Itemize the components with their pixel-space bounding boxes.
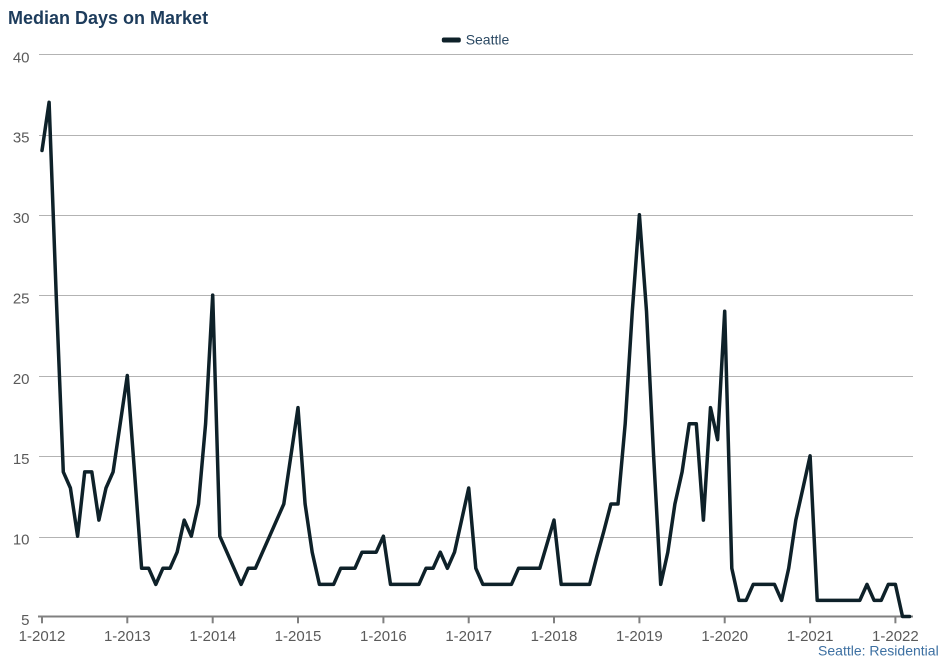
svg-text:20: 20	[13, 371, 30, 388]
svg-text:1-2020: 1-2020	[701, 628, 748, 645]
svg-text:1-2015: 1-2015	[275, 628, 322, 645]
svg-text:1-2016: 1-2016	[360, 628, 407, 645]
svg-text:15: 15	[13, 451, 30, 468]
svg-text:40: 40	[13, 49, 30, 66]
svg-text:Seattle: Residential: Seattle: Residential	[818, 643, 939, 659]
svg-text:Seattle: Seattle	[466, 31, 510, 47]
svg-text:1-2019: 1-2019	[616, 628, 663, 645]
svg-text:1-2017: 1-2017	[445, 628, 492, 645]
svg-text:Median Days on Market: Median Days on Market	[8, 8, 208, 28]
svg-text:1-2013: 1-2013	[104, 628, 151, 645]
svg-text:35: 35	[13, 130, 30, 147]
svg-text:1-2012: 1-2012	[19, 628, 66, 645]
svg-text:1-2021: 1-2021	[787, 628, 834, 645]
svg-text:25: 25	[13, 290, 30, 307]
svg-text:5: 5	[21, 612, 29, 629]
svg-text:1-2022: 1-2022	[872, 628, 919, 645]
svg-text:10: 10	[13, 532, 30, 549]
svg-text:30: 30	[13, 210, 30, 227]
svg-text:1-2018: 1-2018	[531, 628, 578, 645]
svg-text:1-2014: 1-2014	[189, 628, 236, 645]
